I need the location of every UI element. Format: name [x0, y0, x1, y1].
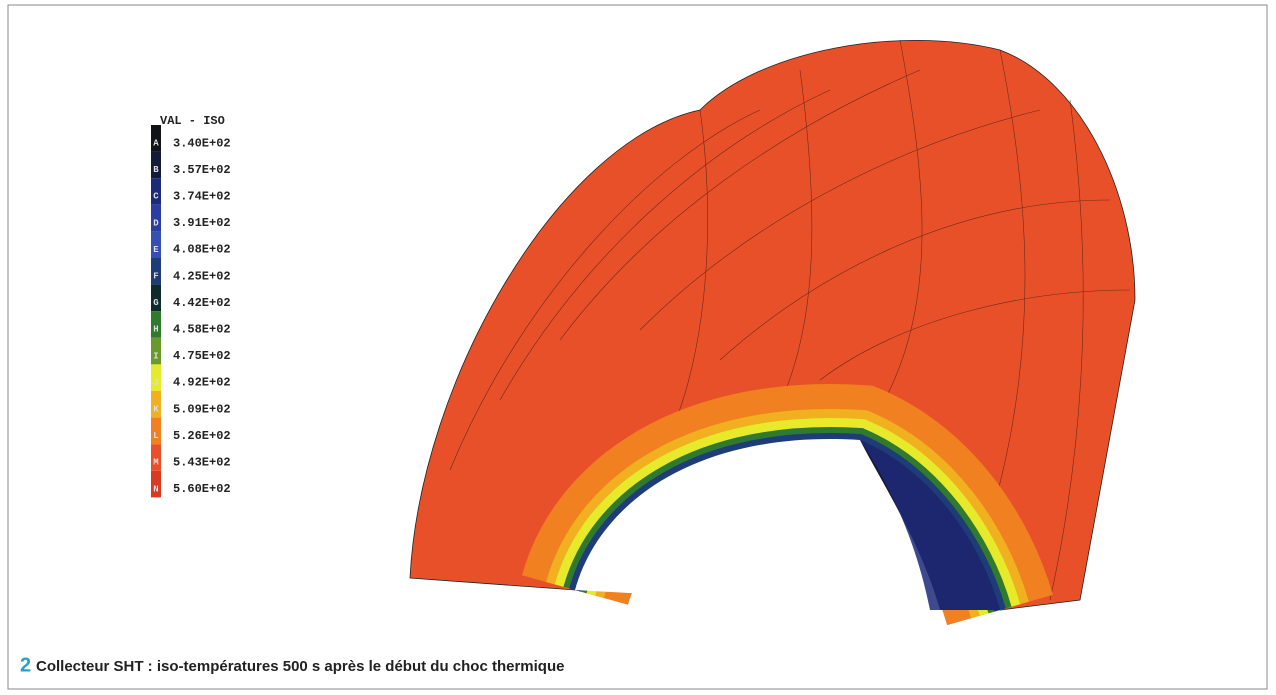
legend-letter: G: [153, 298, 158, 308]
legend-letter: J: [153, 378, 158, 388]
legend-label: 4.42E+02: [173, 296, 231, 310]
figure: VAL - ISO A 3.40E+02 B 3.57E+02 C 3.74E+02 D 3.…: [0, 0, 1276, 695]
legend-label: 4.08E+02: [173, 243, 231, 257]
legend-label: 3.91E+02: [173, 216, 231, 230]
legend-letter: I: [153, 351, 158, 361]
legend-label: 5.43E+02: [173, 455, 231, 469]
legend-letter: M: [153, 458, 158, 468]
legend-label: 4.92E+02: [173, 376, 231, 390]
caption-number: 2: [20, 654, 31, 676]
legend-letter: K: [153, 404, 159, 414]
legend-letter: F: [153, 271, 158, 281]
legend-label: 3.40E+02: [173, 136, 231, 150]
page: VAL - ISO A 3.40E+02 B 3.57E+02 C 3.74E+02 D 3.…: [0, 0, 1276, 695]
legend-title: VAL - ISO: [160, 114, 225, 128]
legend-letter: A: [153, 138, 159, 148]
legend-letter: B: [153, 165, 159, 175]
legend-label: 5.60E+02: [173, 482, 231, 496]
legend-letter: E: [153, 245, 159, 255]
caption-text: Collecteur SHT : iso-températures 500 s …: [36, 658, 564, 675]
legend: VAL - ISO A 3.40E+02 B 3.57E+02 C 3.74E+02 D 3.…: [151, 114, 231, 497]
legend-letter: H: [153, 325, 158, 335]
legend-label: 5.09E+02: [173, 402, 231, 416]
legend-label: 3.57E+02: [173, 163, 231, 177]
legend-label: 5.26E+02: [173, 429, 231, 443]
legend-label: 4.58E+02: [173, 322, 231, 336]
legend-label: 4.75E+02: [173, 349, 231, 363]
fe-model: [410, 40, 1135, 610]
legend-letter: D: [153, 218, 159, 228]
legend-letter: N: [153, 484, 158, 494]
legend-label: 4.25E+02: [173, 269, 231, 283]
legend-letter: L: [153, 431, 158, 441]
legend-label: 3.74E+02: [173, 189, 231, 203]
legend-letter: C: [153, 192, 159, 202]
